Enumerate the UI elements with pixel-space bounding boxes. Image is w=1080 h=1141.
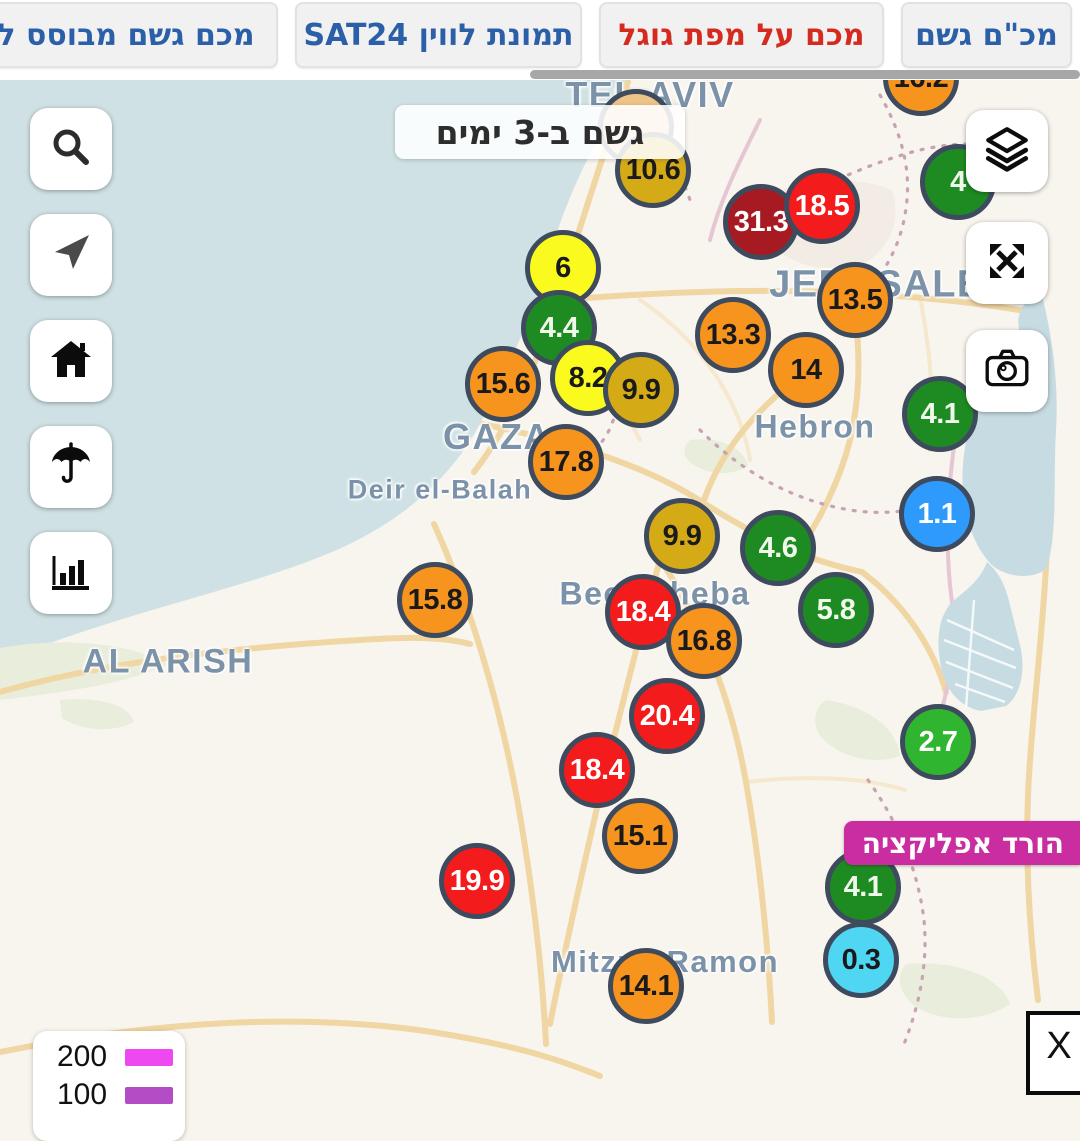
home-button[interactable] — [30, 320, 112, 402]
fullscreen-button[interactable] — [966, 222, 1048, 304]
map-title-overlay: גשם ב-3 ימים — [395, 105, 685, 159]
legend-color-bar — [125, 1086, 173, 1104]
fullscreen-arrows-icon — [983, 237, 1031, 290]
legend-rows: 200 100 — [57, 1040, 185, 1112]
locate-arrow-icon — [47, 229, 95, 282]
map-place-label: AL ARISH — [82, 642, 254, 681]
locate-button[interactable] — [30, 214, 112, 296]
evaporation-pond-lines — [943, 599, 1017, 709]
rain-marker[interactable]: 6 — [525, 230, 601, 306]
legend-value-label: 100 — [57, 1078, 108, 1111]
basemap-graphics — [0, 79, 1057, 1079]
legend-color-bar — [125, 1048, 173, 1066]
legend-row: 100 — [57, 1078, 185, 1112]
rain-marker[interactable]: 13.3 — [695, 297, 771, 373]
rain-marker[interactable]: 14.1 — [608, 948, 684, 1024]
rain-marker[interactable]: 31.3 — [723, 184, 799, 260]
rain-marker[interactable]: 13.5 — [817, 262, 893, 338]
close-button[interactable]: X — [1026, 1011, 1080, 1095]
rain-marker[interactable]: 4.6 — [740, 510, 816, 586]
statistics-button[interactable] — [30, 532, 112, 614]
layers-icon — [982, 124, 1032, 179]
top-tab-bar: מכ"ם גשם מכם על מפת גוגל תמונת לווין SAT24… — [0, 0, 1080, 80]
rain-marker[interactable]: 1.1 — [899, 476, 975, 552]
map-canvas[interactable]: TEL AVIV JERUSALEM GAZA Deir el-Balah Hebron… — [0, 0, 1080, 1080]
rain-marker[interactable]: 5.8 — [798, 572, 874, 648]
rain-marker[interactable]: 18.5 — [784, 168, 860, 244]
rain-marker[interactable]: 18.4 — [559, 732, 635, 808]
tab-strip: מכ"ם גשם מכם על מפת גוגל תמונת לווין SAT24… — [0, 2, 1080, 68]
tab-strip-scrollbar[interactable] — [530, 70, 1080, 79]
layers-button[interactable] — [966, 110, 1048, 192]
legend-row: 200 — [57, 1040, 185, 1074]
mediterranean-sea-shape — [0, 80, 628, 662]
legend-value-label: 200 — [57, 1040, 108, 1073]
camera-icon — [982, 344, 1032, 399]
rain-marker[interactable]: 2.7 — [900, 704, 976, 780]
dead-sea-south-shape — [938, 562, 1023, 711]
rain-marker[interactable]: 19.9 — [439, 843, 515, 919]
rain-marker[interactable]: 9.9 — [603, 352, 679, 428]
bar-chart-icon — [47, 547, 95, 600]
rain-marker[interactable]: 20.4 — [629, 678, 705, 754]
map-place-label: Hebron — [754, 408, 876, 445]
rain-color-legend: 200 100 — [33, 1031, 185, 1141]
search-icon — [47, 123, 95, 176]
rain-marker[interactable]: 15.8 — [397, 562, 473, 638]
rain-marker[interactable]: 4.1 — [902, 376, 978, 452]
rain-marker[interactable]: 17.8 — [528, 424, 604, 500]
tab-item[interactable]: מכם על מפת גוגל — [599, 2, 884, 68]
tab-item[interactable]: מכ"ם גשם — [901, 2, 1072, 68]
home-icon — [47, 335, 95, 388]
umbrella-button[interactable] — [30, 426, 112, 508]
screenshot-button[interactable] — [966, 330, 1048, 412]
search-button[interactable] — [30, 108, 112, 190]
map-place-label: Deir el-Balah — [347, 474, 533, 505]
download-app-button[interactable]: הורד אפליקציה — [843, 821, 1080, 865]
tab-item[interactable]: תמונת לווין SAT24 — [295, 2, 582, 68]
rain-marker[interactable]: 0.3 — [823, 922, 899, 998]
rain-marker[interactable]: 14 — [768, 332, 844, 408]
rain-marker[interactable]: 15.1 — [602, 798, 678, 874]
tab-item[interactable]: מכם גשם מבוסס ל — [0, 2, 278, 68]
rain-marker[interactable]: 16.8 — [666, 603, 742, 679]
rain-marker[interactable]: 9.9 — [644, 498, 720, 574]
rain-marker[interactable]: 15.6 — [465, 346, 541, 422]
umbrella-icon — [47, 441, 95, 494]
